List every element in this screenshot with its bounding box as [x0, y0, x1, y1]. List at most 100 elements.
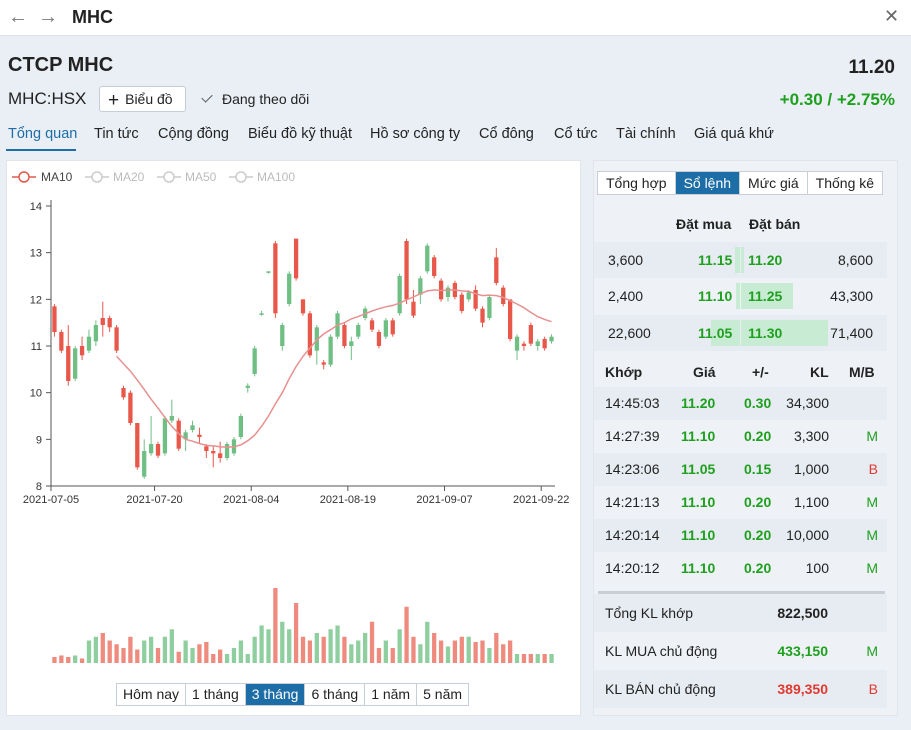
candle-body	[487, 297, 492, 318]
x-tick-label: 2021-07-05	[23, 494, 79, 506]
tab-price-levels[interactable]: Mức giá	[740, 172, 808, 194]
legend-ma20[interactable]: MA20	[85, 170, 145, 184]
candle	[349, 336, 354, 360]
y-tick-label: 13	[30, 248, 42, 260]
close-icon[interactable]: ✕	[884, 6, 900, 26]
x-tick-label: 2021-09-07	[416, 494, 472, 506]
y-tick-label: 11	[31, 341, 42, 353]
candle-body	[494, 257, 499, 283]
summary-row: Tổng KL khớp 822,500	[594, 594, 887, 632]
candle	[93, 320, 99, 346]
candle	[86, 329, 92, 353]
candle	[487, 294, 492, 321]
order-book-row: 22,600 11.05 11.30 71,400	[594, 315, 887, 351]
range-1m-button[interactable]: 1 tháng	[186, 684, 246, 705]
price-chart[interactable]: MA10 MA20 MA50 MA100 8 9 10 11 12 13 14 2021-07…	[7, 161, 582, 681]
volume-bar	[273, 588, 278, 663]
ticker-symbol: MHC:HSX	[8, 89, 87, 108]
buy-header: Đặt mua	[676, 216, 732, 232]
candle	[535, 339, 540, 351]
range-5y-button[interactable]: 5 năm	[423, 686, 463, 702]
volume-bar	[52, 657, 57, 663]
follow-label: Đang theo dõi	[222, 91, 310, 107]
trade-side: M	[866, 494, 878, 510]
summary-value: 822,500	[777, 605, 828, 621]
y-tick-label: 9	[36, 434, 42, 446]
tab-community[interactable]: Cộng đồng	[158, 126, 229, 142]
candle-body	[321, 362, 326, 365]
candle-body	[183, 432, 188, 440]
volume-bar	[494, 633, 499, 663]
trade-price: 11.05	[681, 461, 716, 477]
volume-bar	[535, 654, 540, 663]
trade-time: 14:27:39	[605, 428, 660, 444]
candle	[79, 336, 85, 360]
candle-body	[549, 336, 554, 342]
buy-price: 11.05	[698, 325, 733, 341]
candle-body	[142, 451, 147, 477]
tab-shareholders[interactable]: Cổ đông	[479, 126, 534, 142]
range-today-button[interactable]: Hôm nay	[117, 684, 187, 705]
trade-price: 11.10	[681, 560, 716, 576]
candle-body	[162, 418, 168, 454]
legend-ma10-label: MA10	[41, 170, 73, 184]
candle-body	[169, 416, 174, 421]
candle-body	[86, 336, 92, 351]
tab-overview[interactable]: Tổng quan	[8, 126, 78, 142]
trade-time: 14:20:12	[605, 560, 660, 576]
volume-bar	[183, 640, 188, 663]
candle-body	[280, 325, 285, 346]
range-3m-button[interactable]: 3 tháng	[245, 684, 306, 705]
arrow-left-icon[interactable]: ←	[8, 6, 28, 28]
candle-body	[459, 294, 464, 311]
volume-bar	[128, 636, 133, 663]
range-6m-button[interactable]: 6 tháng	[305, 684, 366, 705]
order-book-row: 3,600 11.15 11.20 8,600	[594, 242, 887, 278]
sell-price: 11.20	[748, 252, 783, 268]
volume-bar	[383, 640, 388, 663]
tab-dividends[interactable]: Cổ tức	[554, 126, 598, 142]
legend-ma10[interactable]: MA10	[12, 170, 73, 184]
trade-volume: 1,000	[793, 461, 829, 477]
legend-ma100[interactable]: MA100	[229, 170, 295, 184]
buy-volume: 3,600	[608, 252, 644, 268]
candle-body	[211, 451, 216, 454]
volume-bar	[293, 603, 299, 663]
candle	[314, 325, 319, 365]
candle-body	[473, 290, 478, 309]
candle	[218, 441, 223, 463]
volume-bar	[93, 636, 99, 663]
tab-technical-chart[interactable]: Biểu đồ kỹ thuật	[248, 126, 352, 142]
trade-change: 0.20	[744, 428, 772, 444]
tab-news[interactable]: Tin tức	[94, 126, 139, 142]
volume-bar	[528, 654, 533, 663]
summary-value: 433,150	[777, 643, 828, 659]
candle	[190, 420, 195, 433]
tab-statistics[interactable]: Thống kê	[815, 175, 875, 191]
chart-axes: 8 9 10 11 12 13 14 2021-07-05 2021-07-20 2021-08-…	[23, 200, 569, 506]
candle	[128, 390, 133, 426]
candle	[238, 413, 244, 440]
tab-company-profile[interactable]: Hồ sơ công ty	[370, 126, 461, 142]
volume-bar	[148, 636, 154, 663]
tab-summary[interactable]: Tổng hợp	[598, 172, 676, 194]
candle	[183, 430, 188, 451]
chart-button[interactable]: + Biểu đồ	[99, 86, 186, 112]
tab-financials[interactable]: Tài chính	[616, 126, 676, 142]
volume-bar	[259, 625, 264, 663]
candle-body	[190, 425, 195, 430]
range-1y-button[interactable]: 1 năm	[365, 684, 418, 705]
tab-price-history[interactable]: Giá quá khứ	[694, 126, 774, 142]
volume-bar	[107, 640, 112, 663]
arrow-right-icon[interactable]: →	[38, 6, 58, 28]
buy-volume: 2,400	[608, 288, 644, 304]
trade-volume: 1,100	[793, 494, 829, 510]
trade-row: 14:20:12 11.10 0.20 100 M	[594, 552, 887, 585]
trade-volume: 34,300	[786, 395, 829, 411]
volume-bar	[425, 621, 430, 663]
follow-toggle[interactable]: Đang theo dõi	[201, 91, 310, 107]
legend-ma50[interactable]: MA50	[157, 170, 217, 184]
tab-order-book[interactable]: Sổ lệnh	[675, 172, 741, 194]
candle	[107, 315, 112, 332]
candle-body	[445, 287, 451, 297]
